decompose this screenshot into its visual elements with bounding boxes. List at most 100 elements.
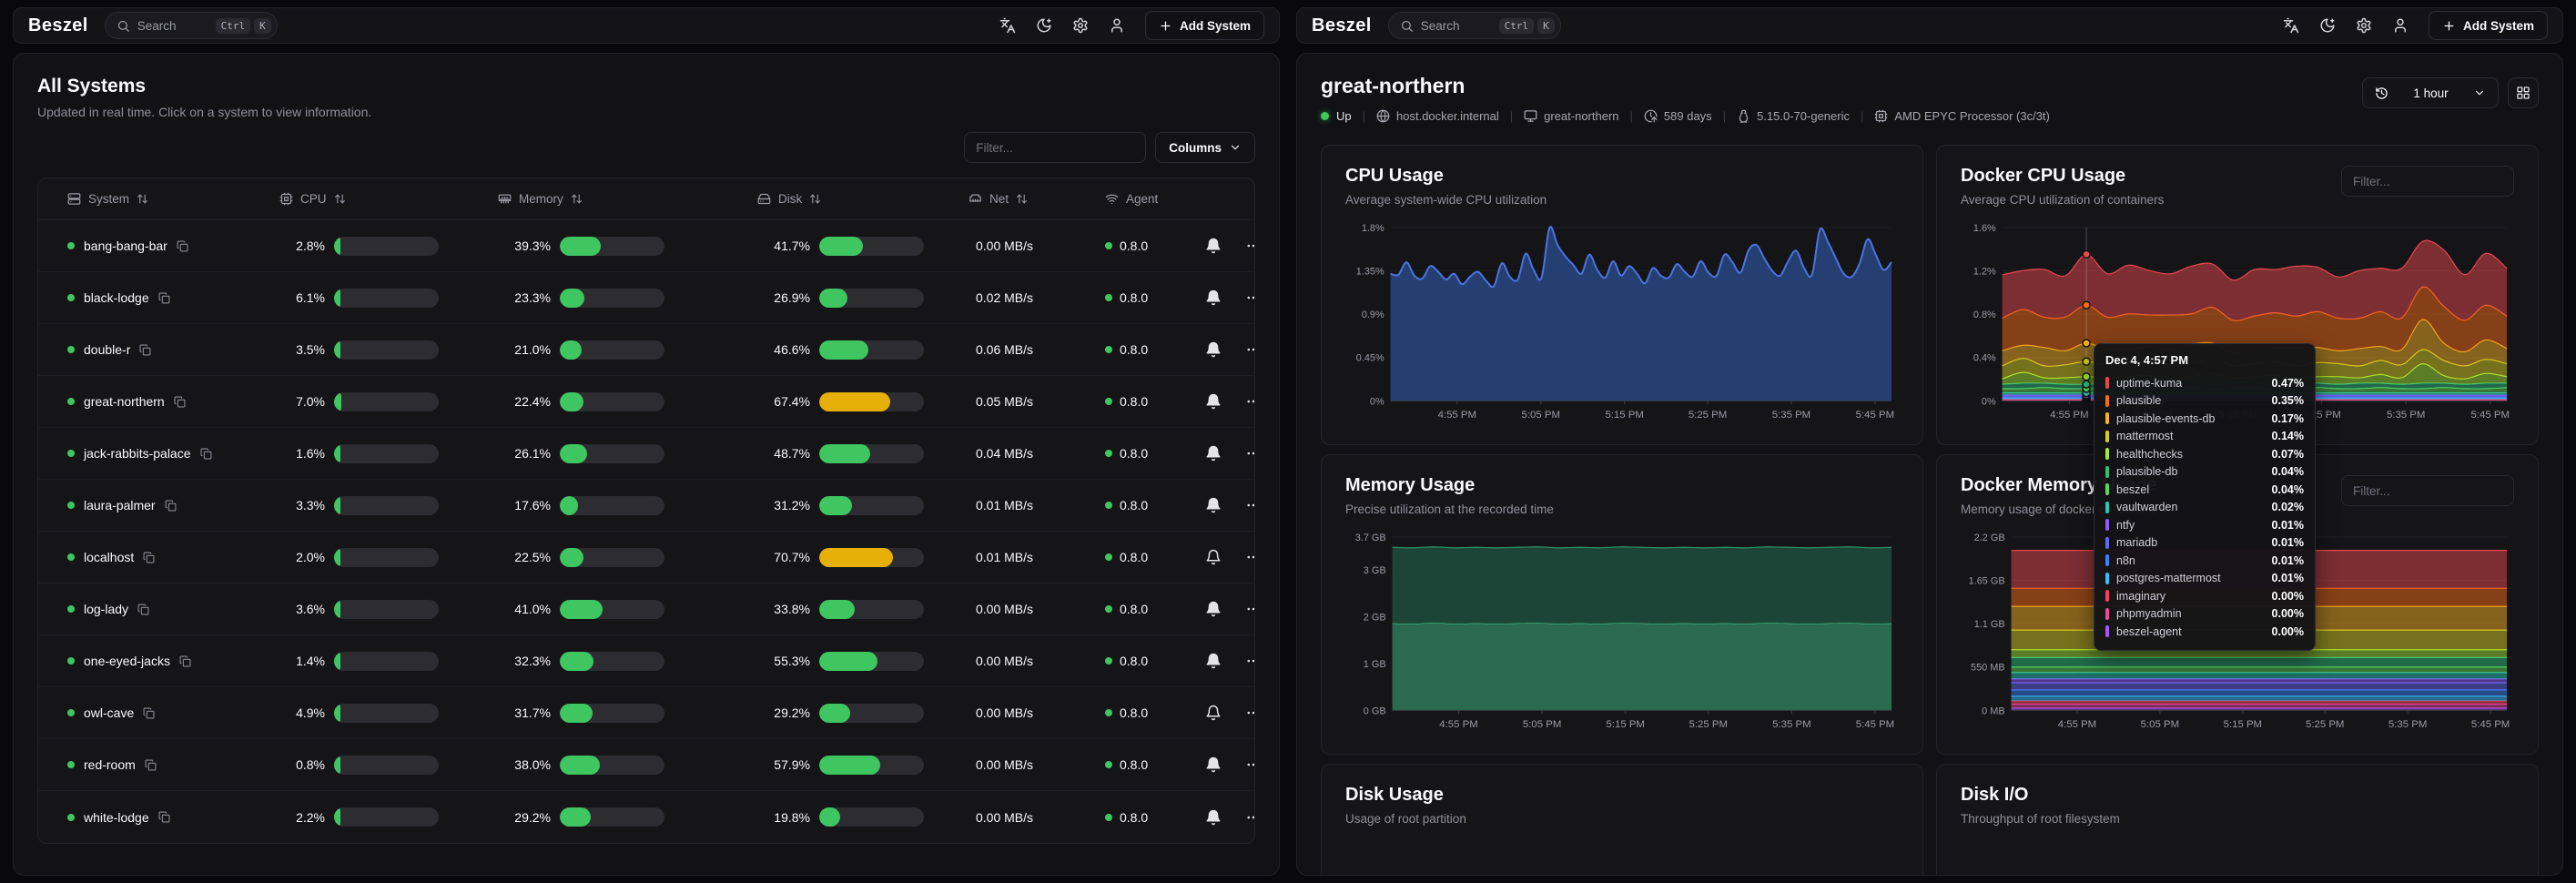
table-row[interactable]: one-eyed-jacks 1.4% 32.3% 55.3% 0.00 MB/… bbox=[38, 635, 1254, 687]
moon-icon[interactable] bbox=[2319, 17, 2336, 34]
disk-metric: 55.3% bbox=[757, 651, 969, 671]
alerts-bell-button[interactable] bbox=[1205, 497, 1222, 513]
alerts-bell-button[interactable] bbox=[1205, 289, 1222, 306]
alerts-bell-button[interactable] bbox=[1205, 341, 1222, 358]
copy-icon[interactable] bbox=[177, 240, 188, 252]
moon-icon[interactable] bbox=[1036, 17, 1052, 34]
table-row[interactable]: red-room 0.8% 38.0% 57.9% 0.00 MB/s 0.8.… bbox=[38, 739, 1254, 791]
kbd-ctrl: Ctrl bbox=[1498, 17, 1535, 34]
disk-value: 26.9% bbox=[774, 290, 810, 305]
app-logo[interactable]: Beszel bbox=[28, 15, 88, 36]
copy-icon[interactable] bbox=[179, 655, 191, 667]
row-menu-button[interactable] bbox=[1245, 809, 1254, 826]
languages-icon[interactable] bbox=[999, 17, 1016, 34]
row-menu-button[interactable] bbox=[1245, 549, 1254, 565]
search-input[interactable]: Search Ctrl K bbox=[1387, 12, 1561, 39]
net-value: 0.00 MB/s bbox=[976, 654, 1034, 668]
copy-icon[interactable] bbox=[143, 552, 155, 563]
tooltip-row: postgres-mattermost 0.01% bbox=[2105, 570, 2304, 588]
svg-text:0%: 0% bbox=[1982, 396, 1996, 407]
tooltip-time: Dec 4, 4:57 PM bbox=[2105, 353, 2189, 367]
docker-cpu-filter-input[interactable] bbox=[2341, 166, 2514, 197]
svg-text:4:55 PM: 4:55 PM bbox=[2058, 719, 2096, 730]
row-menu-button[interactable] bbox=[1245, 601, 1254, 617]
table-row[interactable]: bang-bang-bar 2.8% 39.3% 41.7% 0.00 MB/s… bbox=[38, 220, 1254, 272]
add-system-button[interactable]: Add System bbox=[1144, 11, 1264, 40]
copy-icon[interactable] bbox=[145, 759, 157, 771]
column-header-net[interactable]: Net bbox=[969, 192, 1105, 206]
row-menu-button[interactable] bbox=[1245, 341, 1254, 358]
copy-icon[interactable] bbox=[158, 292, 170, 304]
cpu-meter bbox=[334, 391, 439, 411]
languages-icon[interactable] bbox=[2283, 17, 2299, 34]
cpu-usage-card: CPU Usage Average system-wide CPU utiliz… bbox=[1321, 145, 1923, 445]
alerts-bell-button[interactable] bbox=[1205, 238, 1222, 254]
alerts-bell-button[interactable] bbox=[1205, 601, 1222, 617]
copy-icon[interactable] bbox=[200, 448, 212, 460]
copy-icon[interactable] bbox=[143, 707, 155, 719]
layout-grid-button[interactable] bbox=[2508, 77, 2539, 108]
row-menu-button[interactable] bbox=[1245, 238, 1254, 254]
table-row[interactable]: log-lady 3.6% 41.0% 33.8% 0.00 MB/s 0.8.… bbox=[38, 584, 1254, 635]
table-row[interactable]: white-lodge 2.2% 29.2% 19.8% 0.00 MB/s 0… bbox=[38, 791, 1254, 843]
cpu-usage-chart[interactable]: 4:55 PM 5:05 PM 5:15 PM 5:25 PM 5:35 PM 5:45 … bbox=[1345, 221, 1899, 424]
row-menu-button[interactable] bbox=[1245, 653, 1254, 669]
series-color-chip bbox=[2105, 412, 2109, 425]
alerts-bell-button[interactable] bbox=[1205, 705, 1222, 721]
alerts-bell-button[interactable] bbox=[1205, 653, 1222, 669]
memory-usage-chart[interactable]: 4:55 PM 5:05 PM 5:15 PM 5:25 PM 5:35 PM 5:45 … bbox=[1345, 531, 1899, 734]
table-row[interactable]: black-lodge 6.1% 23.3% 26.9% 0.02 MB/s 0… bbox=[38, 272, 1254, 324]
column-header-agent[interactable]: Agent bbox=[1105, 192, 1205, 206]
column-header-system[interactable]: System bbox=[38, 192, 279, 206]
gear-icon[interactable] bbox=[2356, 17, 2372, 34]
alerts-bell-button[interactable] bbox=[1205, 445, 1222, 462]
system-name: red-room bbox=[84, 757, 136, 772]
row-menu-button[interactable] bbox=[1245, 497, 1254, 513]
search-input[interactable]: Search Ctrl K bbox=[104, 12, 278, 39]
user-icon[interactable] bbox=[1109, 17, 1125, 34]
table-row[interactable]: laura-palmer 3.3% 17.6% 31.2% 0.01 MB/s … bbox=[38, 480, 1254, 532]
copy-icon[interactable] bbox=[158, 811, 170, 823]
net-value: 0.04 MB/s bbox=[976, 446, 1034, 461]
system-name: jack-rabbits-palace bbox=[84, 446, 191, 461]
docker-memory-filter-input[interactable] bbox=[2341, 475, 2514, 506]
alerts-bell-button[interactable] bbox=[1205, 756, 1222, 773]
agent-cell: 0.8.0 bbox=[1105, 498, 1205, 513]
column-header-disk[interactable]: Disk bbox=[757, 192, 969, 206]
add-system-button[interactable]: Add System bbox=[2428, 11, 2548, 40]
table-row[interactable]: double-r 3.5% 21.0% 46.6% 0.06 MB/s 0.8.… bbox=[38, 324, 1254, 376]
alerts-bell-button[interactable] bbox=[1205, 393, 1222, 410]
columns-button[interactable]: Columns bbox=[1155, 132, 1255, 163]
gear-icon[interactable] bbox=[1072, 17, 1089, 34]
svg-text:5:35 PM: 5:35 PM bbox=[1772, 410, 1810, 421]
alerts-bell-button[interactable] bbox=[1205, 549, 1222, 565]
row-menu-button[interactable] bbox=[1245, 393, 1254, 410]
copy-icon[interactable] bbox=[174, 396, 186, 408]
cpu-metric: 2.8% bbox=[279, 236, 498, 256]
cpu-metric: 1.4% bbox=[279, 651, 498, 671]
table-row[interactable]: localhost 2.0% 22.5% 70.7% 0.01 MB/s 0.8… bbox=[38, 532, 1254, 584]
copy-icon[interactable] bbox=[165, 500, 177, 512]
alerts-bell-button[interactable] bbox=[1205, 809, 1222, 826]
series-value: 0.01% bbox=[2271, 518, 2304, 532]
row-menu-button[interactable] bbox=[1245, 705, 1254, 721]
time-range-select[interactable]: 1 hour bbox=[2362, 77, 2499, 108]
column-header-cpu[interactable]: CPU bbox=[279, 192, 498, 206]
copy-icon[interactable] bbox=[139, 344, 151, 356]
app-logo[interactable]: Beszel bbox=[1312, 15, 1372, 36]
series-color-chip bbox=[2105, 519, 2109, 532]
charts-grid: CPU Usage Average system-wide CPU utiliz… bbox=[1321, 145, 2539, 875]
memory-value: 22.5% bbox=[514, 550, 551, 564]
row-menu-button[interactable] bbox=[1245, 756, 1254, 773]
user-icon[interactable] bbox=[2392, 17, 2409, 34]
table-row[interactable]: owl-cave 4.9% 31.7% 29.2% 0.00 MB/s 0.8.… bbox=[38, 687, 1254, 739]
meta-item: 589 days bbox=[1644, 109, 1712, 123]
table-filter-input[interactable] bbox=[964, 132, 1147, 163]
column-header-memory[interactable]: Memory bbox=[498, 192, 757, 206]
globe-icon bbox=[1376, 109, 1390, 123]
table-row[interactable]: great-northern 7.0% 22.4% 67.4% 0.05 MB/… bbox=[38, 376, 1254, 428]
row-menu-button[interactable] bbox=[1245, 445, 1254, 462]
copy-icon[interactable] bbox=[137, 604, 149, 615]
row-menu-button[interactable] bbox=[1245, 289, 1254, 306]
table-row[interactable]: jack-rabbits-palace 1.6% 26.1% 48.7% 0.0… bbox=[38, 428, 1254, 480]
